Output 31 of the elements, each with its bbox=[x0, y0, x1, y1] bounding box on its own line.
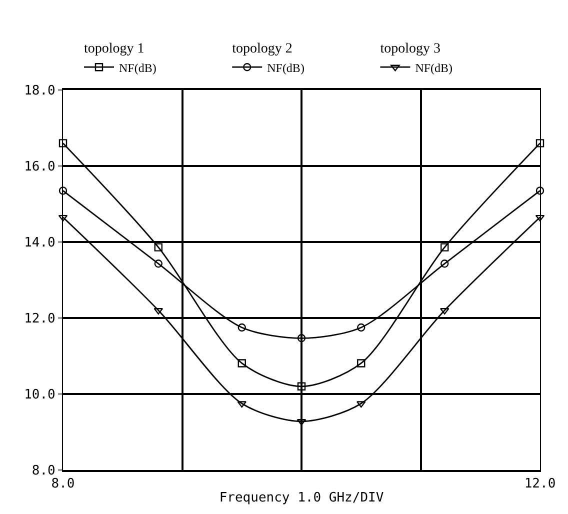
y-tick-label: 18.0 bbox=[24, 84, 56, 99]
text: topology 2 bbox=[232, 41, 292, 56]
legend-label: NF(dB) bbox=[415, 60, 453, 75]
point bbox=[357, 359, 366, 368]
point bbox=[297, 334, 306, 342]
y-tick-label: 16.0 bbox=[24, 160, 56, 175]
point bbox=[357, 323, 366, 332]
point bbox=[297, 382, 306, 390]
point bbox=[58, 139, 68, 148]
point bbox=[238, 323, 246, 332]
point bbox=[440, 243, 449, 252]
y-tick-label: 12.0 bbox=[24, 312, 56, 327]
x-axis-title: Frequency 1.0 GHz/DIV bbox=[219, 490, 384, 506]
point bbox=[58, 214, 68, 222]
legend-label: NF(dB) bbox=[267, 60, 304, 75]
point bbox=[356, 401, 366, 408]
point bbox=[58, 186, 68, 195]
point bbox=[536, 186, 544, 195]
text: topology 3 bbox=[380, 41, 440, 56]
point bbox=[237, 401, 247, 408]
y-tick-label: 14.0 bbox=[24, 236, 56, 251]
point bbox=[154, 260, 162, 268]
legend-label: NF(dB) bbox=[119, 60, 156, 75]
y-tick-label: 10.0 bbox=[24, 388, 56, 403]
point bbox=[440, 260, 449, 268]
point bbox=[238, 359, 246, 368]
point bbox=[536, 139, 544, 148]
y-tick-label: 8.0 bbox=[32, 464, 56, 479]
point bbox=[535, 214, 545, 222]
point bbox=[154, 243, 162, 252]
text: topology 1 bbox=[84, 41, 144, 56]
